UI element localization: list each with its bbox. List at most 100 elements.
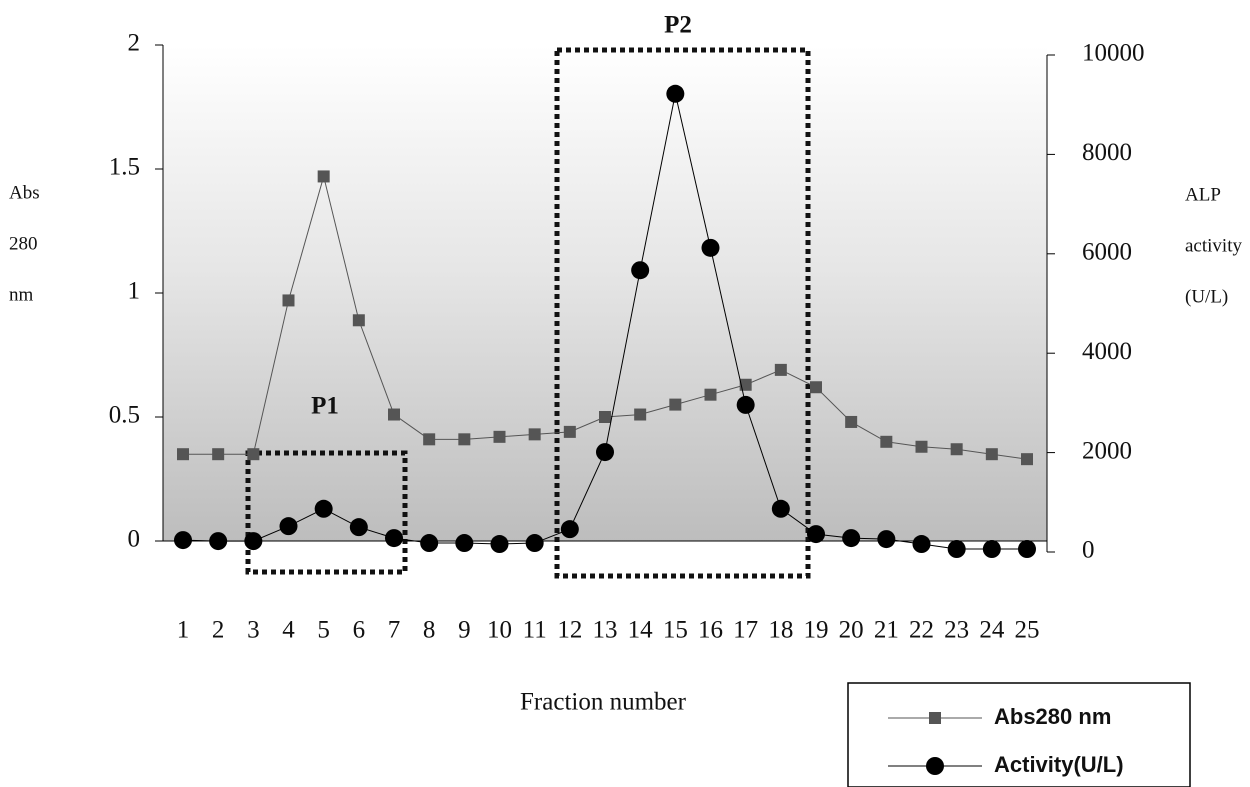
data-point <box>807 525 825 544</box>
data-point <box>388 408 400 421</box>
x-tick-label: 2 <box>212 617 225 644</box>
data-point <box>599 411 611 423</box>
y-axis-label: nm <box>9 284 34 305</box>
x-tick-label: 25 <box>1015 617 1040 644</box>
data-point <box>739 378 752 391</box>
data-point <box>314 499 333 518</box>
data-point <box>458 433 471 446</box>
x-tick-label: 4 <box>282 617 295 644</box>
data-point <box>985 448 998 461</box>
data-point <box>947 540 966 559</box>
x-tick-label: 12 <box>557 617 582 644</box>
data-point <box>244 532 263 551</box>
annotation: P1 <box>311 393 339 420</box>
data-point <box>177 448 189 461</box>
data-point <box>1018 540 1036 559</box>
y2-tick-label: 10000 <box>1082 40 1145 67</box>
data-point <box>704 388 717 401</box>
legend <box>847 682 1191 787</box>
x-tick-label: 10 <box>487 617 512 644</box>
data-point <box>669 398 682 411</box>
x-tick-label: 17 <box>733 617 758 644</box>
data-point <box>528 428 541 441</box>
data-point <box>701 238 720 257</box>
x-tick-label: 23 <box>944 617 969 644</box>
data-point <box>493 430 506 443</box>
y2-tick-label: 6000 <box>1082 239 1132 266</box>
x-tick-label: 13 <box>593 617 618 644</box>
data-point <box>563 425 576 438</box>
legend-marker <box>926 757 944 775</box>
p1-box <box>245 450 408 575</box>
y2-tick-label: 0 <box>1082 537 1095 564</box>
data-point <box>560 520 579 539</box>
x-tick-label: 18 <box>768 617 793 644</box>
data-point <box>420 534 439 553</box>
y2-tick-label: 2000 <box>1082 437 1132 464</box>
data-point <box>736 395 755 414</box>
x-tick-label: 8 <box>423 617 436 644</box>
data-point <box>842 529 861 548</box>
x-tick-label: 21 <box>874 617 899 644</box>
data-point <box>247 448 260 461</box>
data-point <box>915 440 928 453</box>
legend-label: Abs280 nm <box>994 704 1111 729</box>
data-point <box>525 534 544 553</box>
data-point <box>349 518 368 537</box>
data-point <box>631 261 650 280</box>
x-tick-label: 14 <box>628 617 654 644</box>
legend-label: Activity(U/L) <box>994 752 1124 777</box>
data-point <box>774 363 787 376</box>
data-point <box>209 532 228 551</box>
data-point <box>455 534 474 553</box>
x-tick-label: 9 <box>458 617 471 644</box>
x-tick-label: 3 <box>247 617 260 644</box>
p2-box <box>554 47 811 579</box>
y2-axis-label: ALP <box>1185 184 1221 205</box>
y2-axis-label: activity <box>1185 235 1242 256</box>
data-point <box>877 530 896 549</box>
y-tick-label: 0.5 <box>109 402 140 429</box>
x-tick-label: 24 <box>979 617 1005 644</box>
x-tick-label: 19 <box>804 617 829 644</box>
data-point <box>317 170 330 183</box>
y-tick-label: 2 <box>128 30 141 57</box>
data-point <box>666 84 685 103</box>
y2-axis-label: (U/L) <box>1185 286 1228 307</box>
data-point <box>212 448 225 461</box>
x-tick-label: 22 <box>909 617 934 644</box>
data-point <box>490 535 509 554</box>
data-point <box>596 443 614 462</box>
data-point <box>423 433 436 446</box>
data-point <box>810 381 822 394</box>
y-tick-label: 1 <box>128 278 141 305</box>
plot-background <box>163 45 1047 541</box>
annotation: P2 <box>664 12 692 39</box>
data-point <box>1021 453 1033 466</box>
x-tick-label: 5 <box>317 617 330 644</box>
data-point <box>279 517 298 536</box>
x-tick-label: 11 <box>523 617 547 644</box>
y-tick-label: 1.5 <box>109 154 140 181</box>
y-axis-label: Abs <box>9 182 40 203</box>
x-tick-label: 20 <box>839 617 864 644</box>
data-point <box>912 535 931 554</box>
data-point <box>771 499 790 518</box>
legend-marker <box>929 712 941 724</box>
x-tick-label: 15 <box>663 617 688 644</box>
x-tick-label: 1 <box>177 617 190 644</box>
y-tick-label: 0 <box>128 526 141 553</box>
data-point <box>982 540 1001 559</box>
data-point <box>880 435 893 448</box>
x-tick-label: 16 <box>698 617 723 644</box>
data-point <box>282 294 295 307</box>
data-point <box>845 415 858 428</box>
data-point <box>385 529 403 548</box>
data-point <box>634 408 647 421</box>
data-point <box>174 531 192 550</box>
data-point <box>352 314 365 327</box>
x-axis-label: Fraction number <box>520 689 687 716</box>
x-tick-label: 6 <box>353 617 366 644</box>
x-tick-label: 7 <box>388 617 401 644</box>
